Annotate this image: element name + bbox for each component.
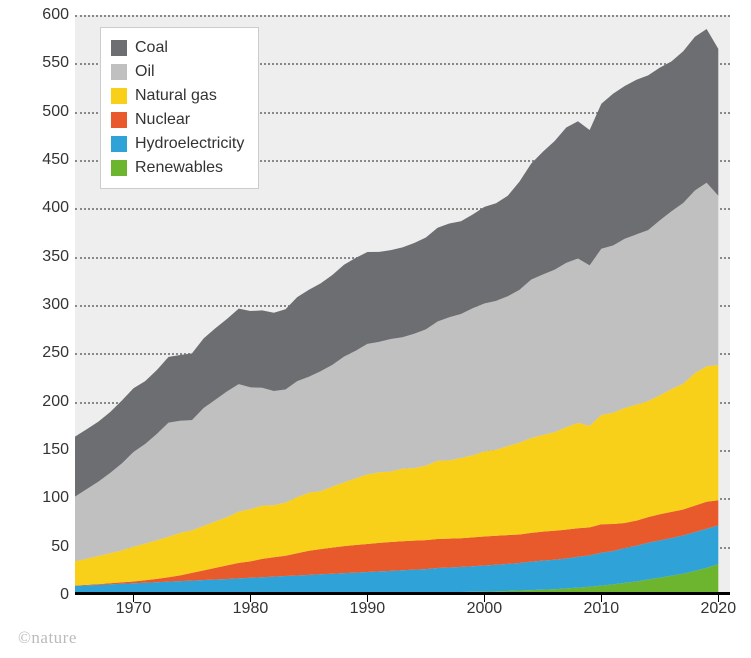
y-tick-label: 350 xyxy=(42,248,69,266)
y-tick-label: 50 xyxy=(51,538,69,556)
x-tick-label: 1980 xyxy=(233,600,269,618)
legend: CoalOilNatural gasNuclearHydroelectricit… xyxy=(100,27,259,189)
legend-item: Oil xyxy=(111,60,244,84)
legend-swatch xyxy=(111,40,127,56)
y-tick-label: 0 xyxy=(60,586,69,604)
legend-swatch xyxy=(111,112,127,128)
y-tick-label: 400 xyxy=(42,199,69,217)
x-tick-label: 2020 xyxy=(701,600,737,618)
x-tick-label: 2010 xyxy=(584,600,620,618)
legend-swatch xyxy=(111,136,127,152)
y-tick-label: 500 xyxy=(42,103,69,121)
energy-chart: Energy consumption (exajoules) 050100150… xyxy=(0,0,751,658)
y-tick-label: 100 xyxy=(42,489,69,507)
y-tick-label: 450 xyxy=(42,151,69,169)
y-tick-label: 300 xyxy=(42,296,69,314)
x-tick-label: 1990 xyxy=(350,600,386,618)
y-tick-label: 200 xyxy=(42,393,69,411)
legend-item: Nuclear xyxy=(111,108,244,132)
credit-text: ©nature xyxy=(18,628,77,648)
legend-item: Hydroelectricity xyxy=(111,132,244,156)
y-tick-label: 150 xyxy=(42,441,69,459)
legend-label: Oil xyxy=(135,60,155,84)
legend-label: Coal xyxy=(135,36,168,60)
legend-item: Renewables xyxy=(111,156,244,180)
legend-swatch xyxy=(111,160,127,176)
legend-label: Natural gas xyxy=(135,84,217,108)
legend-label: Nuclear xyxy=(135,108,190,132)
x-axis-line xyxy=(75,592,730,595)
legend-item: Natural gas xyxy=(111,84,244,108)
x-tick-label: 2000 xyxy=(467,600,503,618)
x-tick-label: 1970 xyxy=(116,600,152,618)
y-tick-label: 250 xyxy=(42,344,69,362)
y-tick-label: 550 xyxy=(42,54,69,72)
legend-label: Hydroelectricity xyxy=(135,132,244,156)
legend-swatch xyxy=(111,64,127,80)
legend-label: Renewables xyxy=(135,156,223,180)
y-tick-label: 600 xyxy=(42,6,69,24)
legend-item: Coal xyxy=(111,36,244,60)
legend-swatch xyxy=(111,88,127,104)
